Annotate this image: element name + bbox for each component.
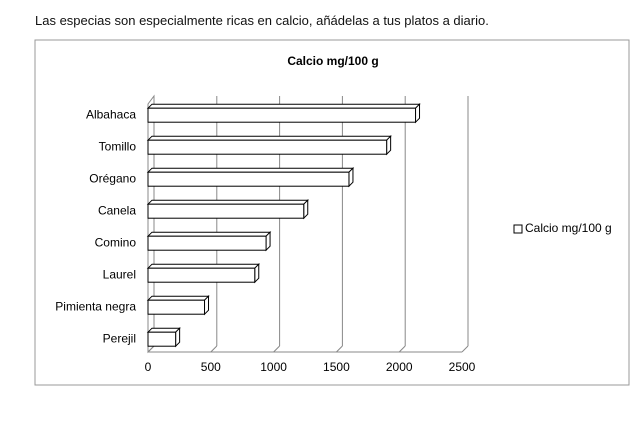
bar xyxy=(146,198,309,220)
bar-front xyxy=(147,139,388,155)
bar-front xyxy=(147,171,350,187)
y-tick-label: Pimienta negra xyxy=(55,299,136,313)
chart-frame xyxy=(34,39,630,386)
bar-top xyxy=(146,231,272,237)
legend-swatch xyxy=(513,224,523,234)
bar-front xyxy=(147,235,267,251)
bar-end xyxy=(204,294,210,316)
grid-line xyxy=(398,96,406,353)
chart-title: Calcio mg/100 g xyxy=(287,54,378,68)
y-tick-label: Orégano xyxy=(89,171,136,185)
x-tick-label: 2000 xyxy=(386,360,413,374)
y-tick-label: Laurel xyxy=(103,267,136,281)
x-tick-label: 500 xyxy=(201,360,221,374)
y-tick-label: Albahaca xyxy=(86,107,136,121)
bar-top xyxy=(146,295,210,301)
bar xyxy=(146,134,392,156)
grid-line xyxy=(336,96,343,353)
bar-top xyxy=(146,167,355,173)
bar-front xyxy=(147,267,256,283)
bar-end xyxy=(175,326,181,348)
grid-line xyxy=(273,96,281,353)
bar-end xyxy=(303,198,309,220)
bar-front xyxy=(147,203,305,219)
bar-end xyxy=(254,262,260,284)
grid-floor xyxy=(336,345,343,353)
intro-text: Las especias son especialmente ricas en … xyxy=(35,13,489,28)
grid-floor xyxy=(461,345,469,353)
bar xyxy=(146,326,181,348)
x-tick-label: 1500 xyxy=(323,360,350,374)
x-tick-label: 1000 xyxy=(260,360,287,374)
bar-end xyxy=(415,102,421,124)
legend-label: Calcio mg/100 g xyxy=(525,221,612,235)
grid-floor xyxy=(210,345,218,353)
bar-end xyxy=(348,166,354,188)
grid-floor xyxy=(273,345,280,353)
grid-line xyxy=(210,96,218,353)
grid-floor xyxy=(147,345,155,353)
grid-line xyxy=(461,96,469,353)
x-tick-label: 0 xyxy=(145,360,152,374)
bar xyxy=(146,102,421,124)
bar-top xyxy=(146,103,421,109)
bar-top xyxy=(146,199,309,205)
bar xyxy=(146,230,272,252)
y-tick-label: Canela xyxy=(98,203,136,217)
y-tick-label: Tomillo xyxy=(99,139,137,153)
bar-top xyxy=(146,327,181,333)
bar-top xyxy=(146,135,392,141)
bar-front xyxy=(147,299,206,315)
bar-top xyxy=(146,263,260,269)
bar-end xyxy=(265,230,271,252)
y-tick-label: Comino xyxy=(95,235,137,249)
bar xyxy=(146,294,210,316)
bar-front xyxy=(147,331,177,347)
x-tick-label: 2500 xyxy=(449,360,476,374)
grid-floor xyxy=(398,345,406,353)
bar xyxy=(146,262,260,284)
bar xyxy=(146,166,355,188)
bar-front xyxy=(147,107,417,123)
bar-end xyxy=(386,134,392,156)
y-tick-label: Perejil xyxy=(103,331,136,345)
